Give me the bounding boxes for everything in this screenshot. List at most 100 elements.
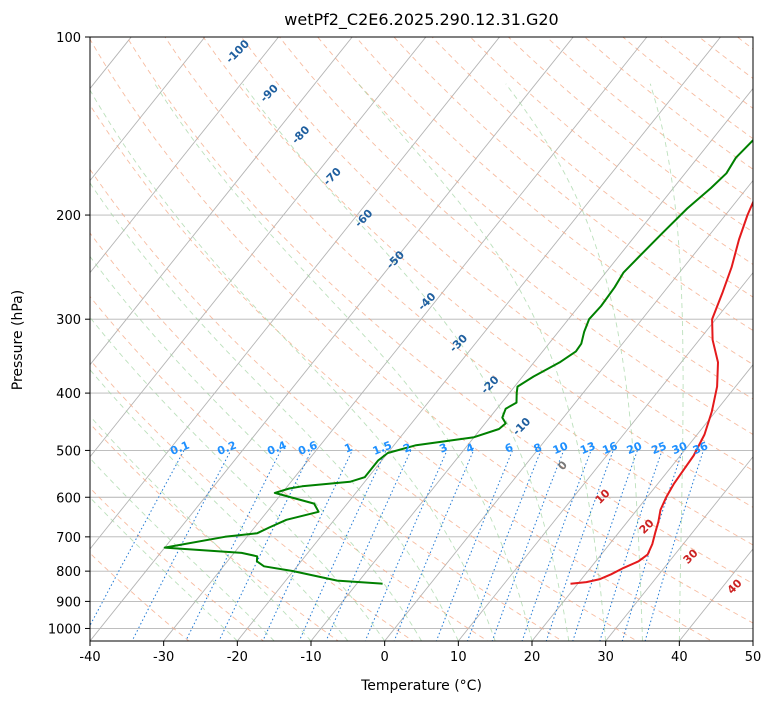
- x-tick-label: 40: [671, 650, 688, 665]
- mixing-ratio-label: 0.6: [296, 438, 319, 457]
- isotherm-line: [457, 271, 753, 641]
- mixing-ratio-label: 25: [649, 439, 668, 457]
- mixing-ratio-label: 0.1: [168, 439, 191, 458]
- mixing-ratio-line: [599, 450, 663, 641]
- mixing-ratio-label: 13: [578, 439, 597, 457]
- temperature-line: [570, 199, 753, 585]
- y-tick-label: 1000: [48, 622, 81, 637]
- mixing-ratio-line: [466, 450, 542, 641]
- moist-adiabat-line: [90, 255, 422, 641]
- dry-adiabat-line: [202, 37, 753, 508]
- y-tick-label: 900: [56, 595, 81, 610]
- mixing-ratio-label: 36: [691, 439, 710, 457]
- dry-adiabat-line: [355, 37, 753, 366]
- series-layer: [163, 138, 753, 585]
- mixing-ratio-line: [262, 450, 353, 641]
- isotherm-line: [90, 37, 427, 458]
- y-tick-label: 500: [56, 444, 81, 459]
- y-tick-label: 100: [56, 31, 81, 46]
- dry-adiabat-line: [507, 37, 753, 233]
- mixing-ratio-label: 8: [532, 441, 544, 456]
- dry-adiabat-label: -10: [510, 415, 533, 438]
- x-tick-label: 30: [597, 650, 614, 665]
- dry-adiabat-label: -100: [223, 37, 252, 66]
- moist-adiabat-line: [649, 83, 684, 641]
- mixing-ratio-label: 3: [438, 441, 450, 456]
- moist-adiabat-line: [90, 316, 386, 641]
- isotherm-line: [90, 37, 574, 641]
- mixing-ratio-label: 16: [600, 439, 619, 457]
- dry-adiabat-label: -60: [352, 206, 375, 229]
- mixing-ratio-label: 0.4: [265, 438, 288, 457]
- moist-adiabat-line: [90, 369, 349, 641]
- isotherm-line: [0, 24, 68, 653]
- dry-adiabat-line: [240, 37, 753, 471]
- isotherm-line: [163, 37, 648, 641]
- mixing-ratio-line: [393, 450, 475, 641]
- x-tick-label: 20: [524, 650, 541, 665]
- moist-adiabat-line: [242, 83, 570, 641]
- dry-adiabat-line: [469, 37, 753, 265]
- y-tick-label: 800: [56, 565, 81, 580]
- dry-adiabat-label: -90: [258, 81, 281, 104]
- y-tick-label: 400: [56, 387, 81, 402]
- y-tick-label: 300: [56, 313, 81, 328]
- dry-adiabat-line: [164, 37, 753, 546]
- x-axis-label: Temperature (°C): [361, 678, 482, 694]
- mixing-ratio-line: [545, 450, 614, 641]
- dry-adiabat-label: -50: [384, 248, 407, 271]
- mixing-ratio-label: 1.5: [371, 439, 394, 458]
- dry-adiabat-line: [90, 295, 489, 641]
- mixing-ratio-line: [90, 450, 185, 627]
- dry-adiabat-line: [584, 37, 753, 170]
- x-tick-label: 0: [381, 650, 389, 665]
- x-tick-label: -10: [300, 650, 321, 665]
- mixing-ratio-label: 20: [625, 439, 644, 457]
- isotherm-line: [531, 364, 753, 641]
- moist-adiabat-line: [90, 415, 312, 641]
- dry-adiabat-label: -30: [447, 331, 470, 354]
- dry-adiabat-label: -70: [321, 165, 344, 188]
- mixing-ratio-line: [218, 450, 313, 641]
- isotherm-line: [310, 87, 753, 641]
- dry-adiabat-label: 0: [555, 458, 570, 473]
- mixing-ratio-line: [621, 450, 684, 641]
- mixing-ratio-line: [325, 450, 412, 641]
- moist-adiabat-line: [154, 83, 533, 641]
- y-tick-label: 700: [56, 531, 81, 546]
- isotherm-line: [90, 37, 132, 90]
- isotherm-line: [90, 37, 206, 182]
- x-tick-label: 10: [450, 650, 467, 665]
- isotherm-line: [236, 37, 722, 641]
- x-tick-label: -20: [227, 650, 248, 665]
- isotherm-line: [90, 37, 353, 366]
- moist-adiabat-line: [90, 89, 496, 641]
- mixing-ratio-label: 4: [464, 441, 476, 456]
- chart-title: wetPf2_C2E6.2025.290.12.31.G20: [284, 10, 559, 29]
- moist-adiabat-line: [90, 182, 459, 641]
- dry-adiabat-label: 30: [681, 546, 701, 566]
- moist-adiabat-line: [90, 457, 275, 641]
- y-tick-label: 600: [56, 491, 81, 506]
- isotherm-line: [752, 640, 753, 641]
- dry-adiabat-line: [90, 168, 638, 641]
- dry-adiabat-label: 10: [593, 486, 613, 506]
- mixing-ratio-label: 30: [670, 439, 689, 457]
- mixing-ratio-line: [364, 450, 448, 641]
- x-tick-label: -40: [79, 650, 100, 665]
- isotherm-line: [605, 456, 753, 641]
- mixing-ratio-label: 1: [343, 441, 355, 456]
- dry-adiabat-label: -80: [289, 123, 312, 146]
- dry-adiabat-line: [90, 104, 713, 641]
- dry-adiabat-line: [90, 487, 265, 641]
- dry-adiabat-line: [660, 37, 753, 109]
- dry-adiabat-line: [431, 37, 753, 298]
- dry-adiabat-line: [758, 24, 775, 653]
- isotherm-line: [90, 37, 280, 274]
- dry-adiabat-line: [90, 552, 190, 641]
- axes: -40 -30 -20 -10 0 10 20 30 40 5010020030040050060…: [48, 31, 761, 665]
- line-labels: 0.1 0.2 0.4 0.6 1 1.5 2 3 4 6 8 10 13 16 20 25 30 36-100-…: [168, 37, 744, 597]
- plot-frame: [89, 36, 754, 642]
